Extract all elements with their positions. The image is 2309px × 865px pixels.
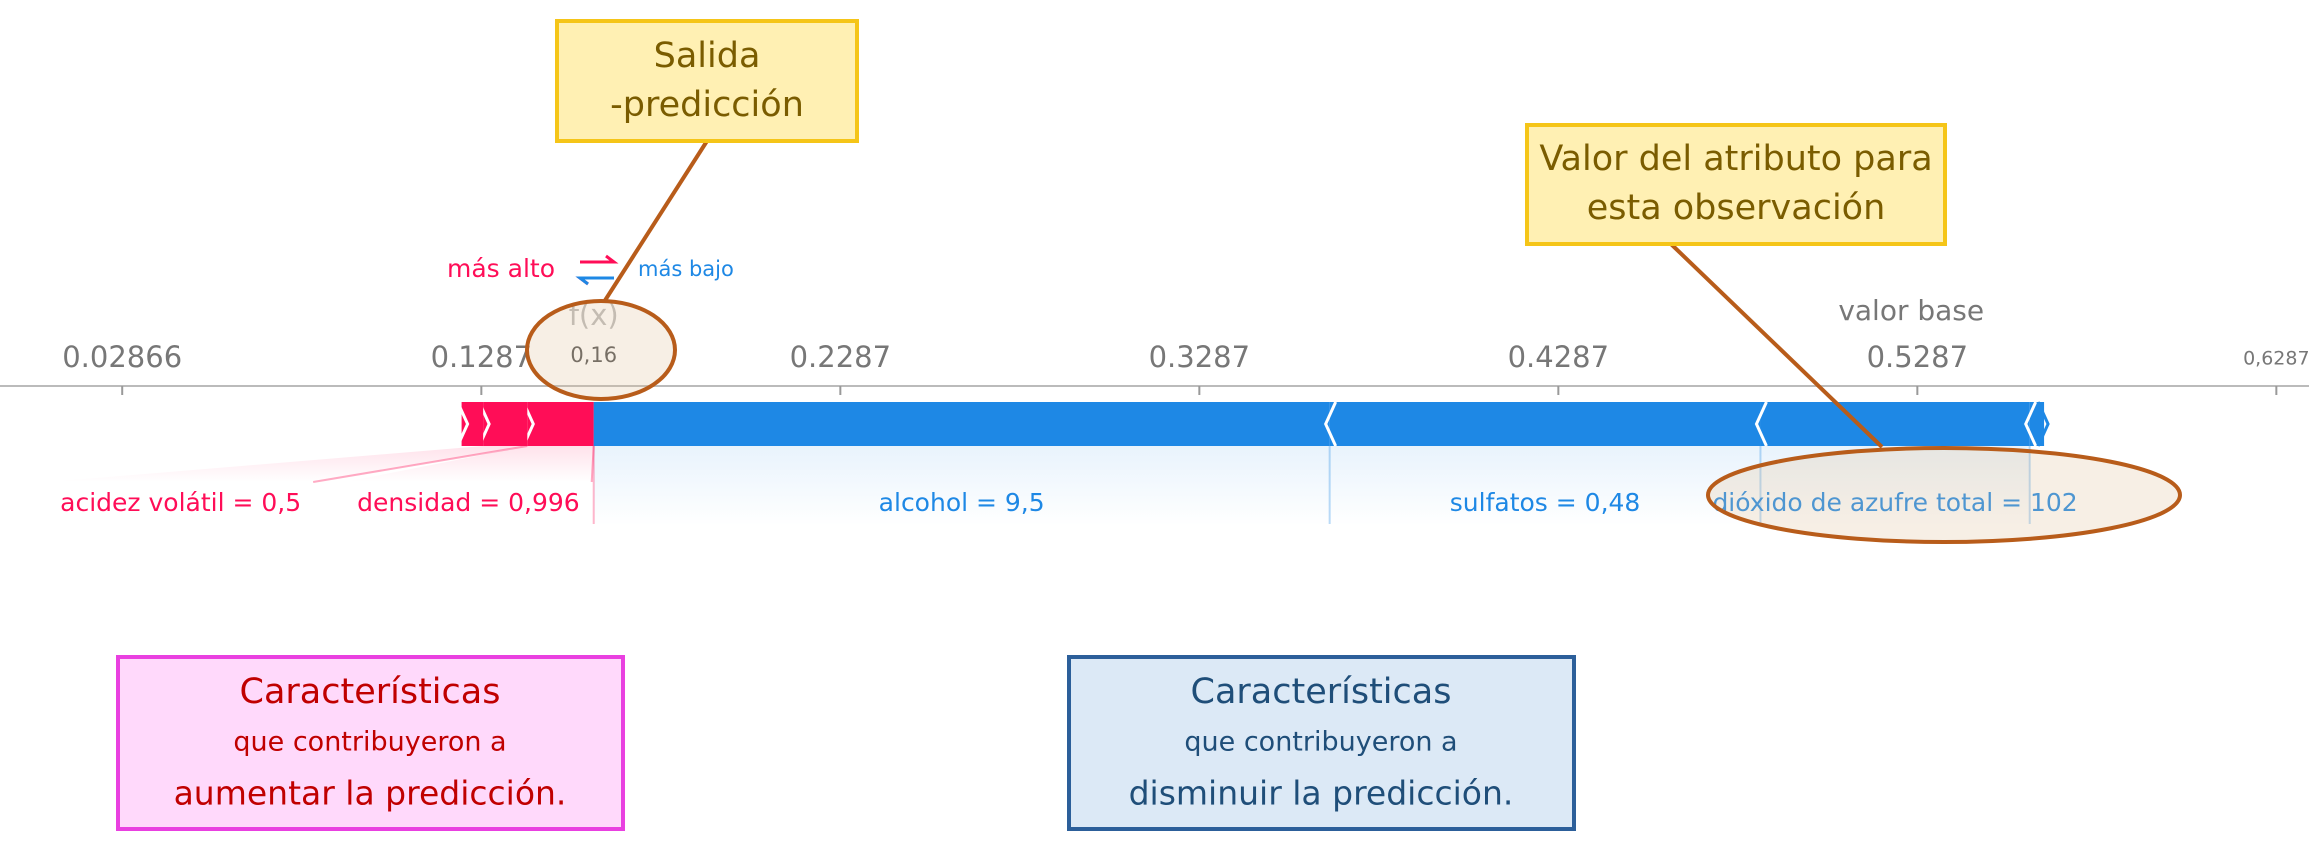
x-tick-label: 0.5287 bbox=[1867, 340, 1968, 374]
feature-label: densidad = 0,996 bbox=[357, 488, 580, 517]
positive-segment bbox=[461, 402, 484, 446]
negative-segment bbox=[2029, 402, 2045, 446]
annotations: Salida -predicción Valor del atributo pa… bbox=[116, 19, 2182, 831]
x-tick-label: 0,6287 bbox=[2243, 348, 2309, 370]
highlight-ellipse bbox=[525, 299, 677, 401]
segment-chevron bbox=[1754, 401, 1768, 447]
segment-chevron bbox=[1324, 401, 1338, 447]
feature-label: sulfatos = 0,48 bbox=[1450, 488, 1641, 517]
feature-label: alcohol = 9,5 bbox=[879, 488, 1045, 517]
output-value: 0,16 bbox=[570, 343, 617, 367]
annotation-text: Valor del atributo para bbox=[1539, 139, 1932, 179]
callout-line bbox=[1669, 242, 1884, 449]
annotation-text: Características bbox=[240, 672, 501, 712]
x-tick-label: 0.3287 bbox=[1149, 340, 1250, 374]
annotation-text: que contribuyeron a bbox=[233, 727, 506, 758]
segment-chevron bbox=[2024, 401, 2038, 447]
annotation-text: -predicción bbox=[610, 85, 804, 125]
negative-segment bbox=[593, 402, 1330, 446]
annotation-text: que contribuyeron a bbox=[1184, 727, 1457, 758]
label-shade bbox=[1329, 446, 1761, 526]
negative-segment bbox=[1760, 402, 2030, 446]
legend-arrows bbox=[575, 254, 619, 286]
annotation-text: disminuir la predicción. bbox=[1129, 774, 1514, 813]
label-shade bbox=[345, 446, 594, 482]
annotation-box bbox=[1525, 123, 1947, 246]
positive-segment bbox=[527, 402, 594, 446]
callout-line bbox=[602, 139, 709, 304]
annotation-box bbox=[116, 655, 625, 831]
highlight-ellipse bbox=[1706, 446, 2182, 544]
x-tick-label: 0.02866 bbox=[62, 340, 182, 374]
negative-segment bbox=[1329, 402, 1761, 446]
label-shade bbox=[48, 446, 528, 482]
label-shade bbox=[1760, 446, 2030, 526]
force-plot: 0.02866 0.1287 0.2287 0.3287 0.4287 0.5287 0,6… bbox=[0, 254, 2309, 526]
annotation-box bbox=[1067, 655, 1576, 831]
annotation-text: Salida bbox=[654, 36, 761, 76]
legend-arrow-lower bbox=[575, 276, 614, 286]
annotation-box bbox=[555, 19, 859, 143]
label-leader bbox=[312, 445, 528, 483]
segment-chevron bbox=[456, 401, 470, 447]
label-leader bbox=[590, 445, 595, 483]
x-tick-label: 0.4287 bbox=[1508, 340, 1609, 374]
annotation-text: esta observación bbox=[1587, 188, 1886, 228]
base-label: valor base bbox=[1838, 294, 1984, 327]
annotation-text: Características bbox=[1191, 672, 1452, 712]
feature-label: dióxido de azufre total = 102 bbox=[1712, 488, 2077, 517]
x-tick-label: 0.2287 bbox=[790, 340, 891, 374]
legend-lower: más bajo bbox=[638, 257, 734, 281]
feature-label: acidez volátil = 0,5 bbox=[60, 488, 301, 517]
segment-chevron bbox=[2036, 401, 2050, 447]
annotation-text: aumentar la predicción. bbox=[174, 774, 567, 813]
x-tick-label: 0.1287 bbox=[431, 340, 532, 374]
label-shade bbox=[593, 446, 1330, 526]
legend-higher: más alto bbox=[447, 254, 555, 283]
